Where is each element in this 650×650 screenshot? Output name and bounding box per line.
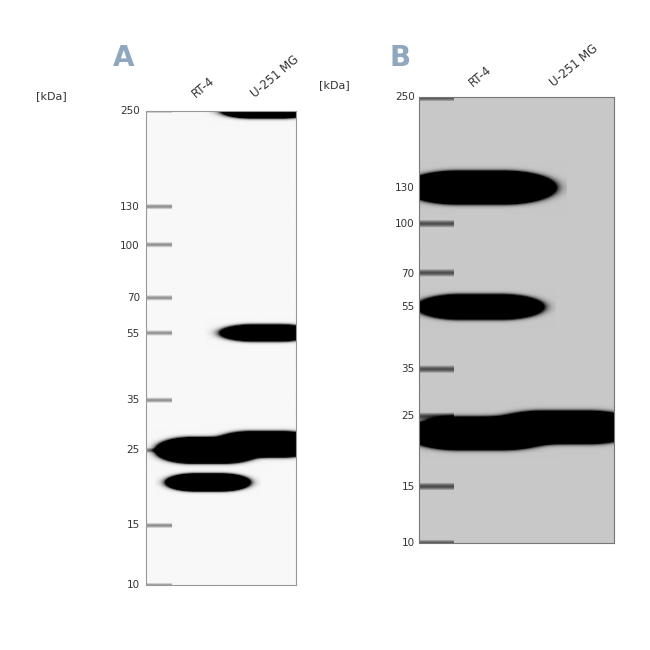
Text: 250: 250	[120, 105, 140, 116]
Text: 15: 15	[402, 482, 415, 491]
Text: 15: 15	[127, 520, 140, 530]
Text: 25: 25	[127, 445, 140, 455]
Text: RT-4: RT-4	[466, 64, 494, 90]
Text: 35: 35	[127, 395, 140, 406]
Text: U-251 MG: U-251 MG	[248, 53, 302, 101]
Text: U-251 MG: U-251 MG	[547, 42, 601, 90]
Text: RT-4: RT-4	[190, 75, 218, 101]
Text: [kDa]: [kDa]	[318, 80, 349, 90]
Text: 10: 10	[127, 580, 140, 590]
Text: B: B	[389, 44, 410, 73]
Text: [kDa]: [kDa]	[36, 91, 66, 101]
Text: A: A	[112, 44, 135, 73]
Text: 250: 250	[395, 92, 415, 103]
Text: 10: 10	[402, 538, 415, 548]
Text: 25: 25	[402, 411, 415, 421]
Text: 70: 70	[127, 293, 140, 303]
Text: 130: 130	[120, 202, 140, 212]
Text: 100: 100	[120, 240, 140, 250]
Text: 130: 130	[395, 183, 415, 193]
Text: 100: 100	[395, 219, 415, 229]
Text: 35: 35	[402, 365, 415, 374]
Text: 55: 55	[127, 329, 140, 339]
Text: 55: 55	[402, 302, 415, 312]
Text: 70: 70	[402, 268, 415, 279]
